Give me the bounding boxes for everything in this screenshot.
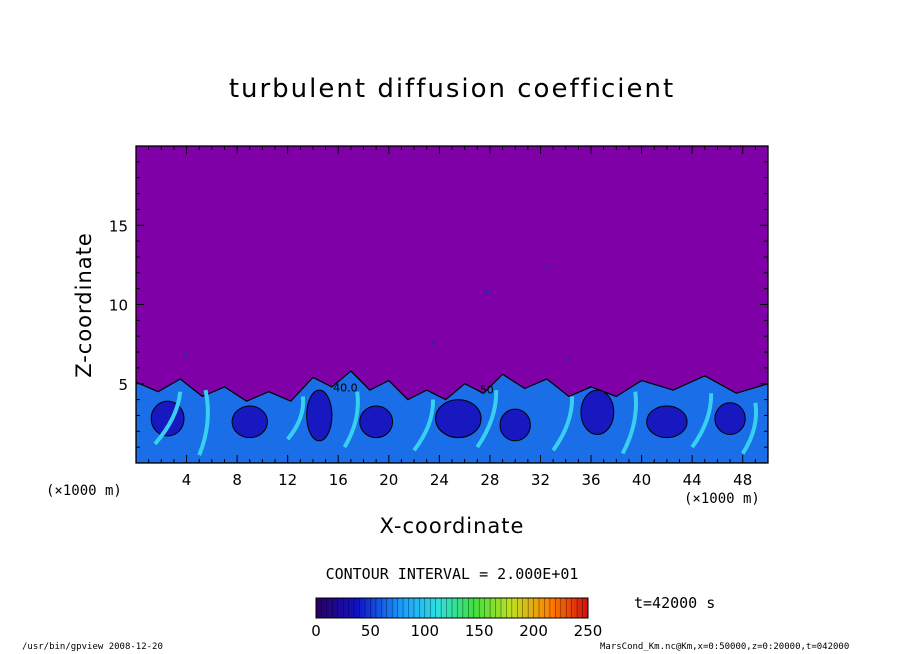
x-tick-label: 48 (733, 471, 752, 489)
x-tick-label: 4 (182, 471, 192, 489)
colorbar-tick-label: 250 (574, 622, 603, 640)
turbulent-streak (286, 396, 306, 441)
vortex-cell (714, 402, 746, 435)
colorbar: 0 50 100 150 200 250 (311, 597, 603, 640)
x-tick-label: 20 (379, 471, 398, 489)
turbulent-streak (551, 396, 575, 452)
plot-area: 40.0 50 (136, 146, 768, 463)
vortex-cell (306, 389, 333, 442)
turbulent-streak (412, 399, 436, 452)
speck (566, 356, 570, 360)
vortex-cell (435, 399, 482, 439)
colorbar-tick-label: 50 (361, 622, 380, 640)
speck (485, 290, 489, 294)
y-tick-label: 10 (109, 297, 128, 315)
speck (184, 353, 189, 357)
y-tick-label: 5 (118, 376, 128, 394)
footer-left-text: /usr/bin/gpview 2008-12-20 (22, 642, 163, 652)
vortex-cell (646, 405, 688, 439)
x-tick-label: 24 (430, 471, 449, 489)
x-tick-label: 40 (632, 471, 651, 489)
turbulent-streak (342, 391, 360, 449)
x-tick-label: 44 (683, 471, 702, 489)
y-tick-label: 15 (109, 217, 128, 235)
x-axis-label: X-coordinate (379, 514, 525, 538)
footer-right-text: MarsCond_Km.nc@Km,x=0:50000,z=0:20000,t=… (600, 642, 850, 652)
turbulent-streak (741, 402, 758, 455)
colorbar-tick-label: 0 (311, 622, 321, 640)
chart-title: turbulent diffusion coefficient (228, 74, 676, 104)
x-tick-label: 16 (329, 471, 348, 489)
x-tick-label: 32 (531, 471, 550, 489)
contour-label: 40.0 (333, 382, 358, 395)
colorbar-tick-label: 150 (465, 622, 494, 640)
x-tick-label: 36 (581, 471, 600, 489)
turbulent-streak (690, 393, 714, 449)
x-unit-label-right: (×1000 m) (684, 491, 760, 507)
vortex-cell (231, 405, 268, 439)
time-label: t=42000 s (634, 594, 716, 612)
x-tick-label: 28 (480, 471, 499, 489)
x-tick-label: 8 (232, 471, 242, 489)
x-tick-label: 12 (278, 471, 297, 489)
contour-interval-label: CONTOUR INTERVAL = 2.000E+01 (325, 565, 579, 583)
x-unit-label-left: (×1000 m) (46, 483, 122, 499)
speck (431, 340, 435, 345)
vortex-cell (580, 389, 615, 435)
turbulent-streak (620, 391, 638, 455)
turbulent-streak (197, 389, 210, 456)
vortex-cell (359, 405, 394, 439)
contour-label: 50 (480, 383, 494, 396)
colorbar-tick-label: 100 (410, 622, 439, 640)
speck (545, 264, 549, 269)
colorbar-tick-label: 200 (519, 622, 548, 640)
turbulent-streak (475, 390, 499, 449)
vortex-cell (499, 408, 531, 442)
turbulent-streak (153, 391, 183, 446)
